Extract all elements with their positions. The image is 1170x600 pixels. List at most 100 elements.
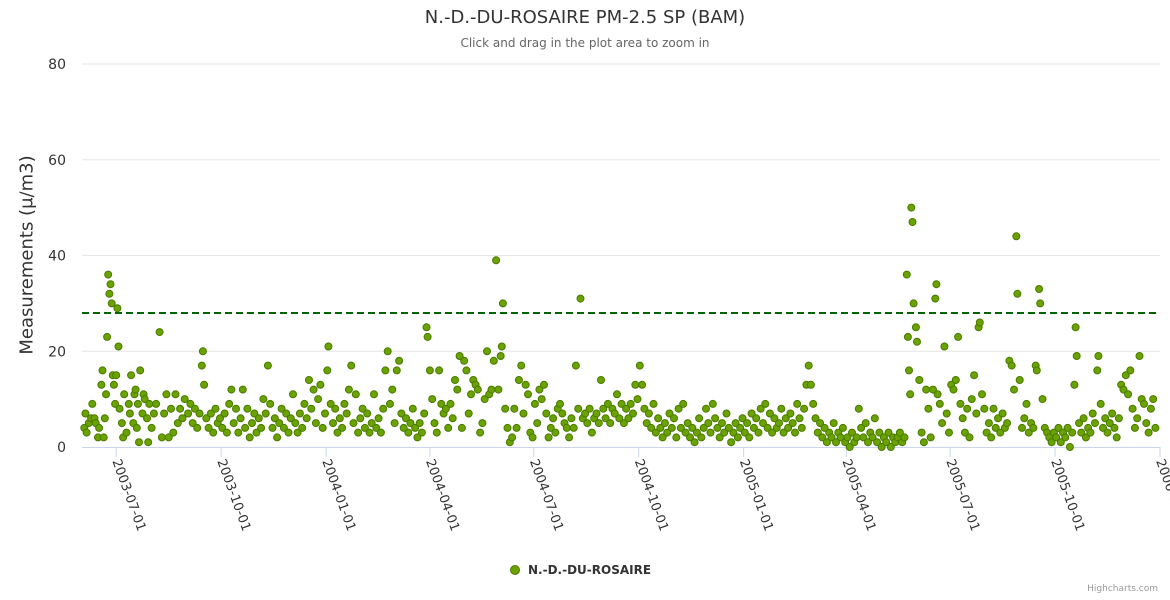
data-point[interactable] [169, 428, 178, 437]
data-point[interactable] [309, 385, 318, 394]
data-point[interactable] [388, 385, 397, 394]
data-point[interactable] [633, 395, 642, 404]
data-point[interactable] [818, 433, 827, 442]
data-point[interactable] [111, 399, 120, 408]
data-point[interactable] [1056, 438, 1065, 447]
data-point[interactable] [784, 423, 793, 432]
data-point[interactable] [113, 304, 122, 313]
data-point[interactable] [996, 428, 1005, 437]
data-point[interactable] [266, 399, 275, 408]
data-point[interactable] [268, 423, 277, 432]
data-point[interactable] [806, 380, 815, 389]
data-point[interactable] [951, 376, 960, 384]
data-point[interactable] [498, 299, 507, 308]
data-point[interactable] [895, 428, 904, 437]
data-point[interactable] [448, 414, 457, 423]
data-point[interactable] [933, 390, 942, 399]
data-point[interactable] [1135, 352, 1144, 360]
data-point[interactable] [293, 428, 302, 437]
data-point[interactable] [626, 399, 635, 408]
data-point[interactable] [295, 409, 304, 418]
data-point[interactable] [832, 438, 840, 447]
data-point[interactable] [131, 385, 140, 394]
data-points[interactable] [80, 203, 1160, 451]
data-point[interactable] [754, 428, 763, 437]
data-point[interactable] [537, 395, 546, 404]
data-point[interactable] [960, 428, 969, 437]
data-point[interactable] [542, 409, 551, 418]
data-point[interactable] [314, 395, 323, 404]
data-point[interactable] [220, 409, 229, 418]
data-point[interactable] [942, 409, 951, 418]
data-point[interactable] [670, 414, 678, 423]
data-point[interactable] [864, 438, 872, 447]
data-point[interactable] [775, 419, 783, 428]
data-point[interactable] [777, 404, 786, 413]
data-point[interactable] [259, 395, 268, 404]
data-point[interactable] [1108, 409, 1117, 418]
data-point[interactable] [115, 404, 124, 413]
data-point[interactable] [263, 361, 272, 370]
data-point[interactable] [331, 404, 340, 413]
data-point[interactable] [1126, 366, 1135, 375]
data-point[interactable] [82, 428, 91, 437]
data-point[interactable] [658, 433, 667, 442]
data-point[interactable] [763, 423, 772, 432]
data-point[interactable] [768, 428, 777, 437]
data-point[interactable] [938, 419, 947, 428]
data-point[interactable] [316, 380, 325, 389]
data-point[interactable] [370, 390, 378, 399]
data-point[interactable] [164, 433, 173, 442]
data-point[interactable] [800, 404, 809, 413]
data-point[interactable] [905, 366, 913, 375]
data-point[interactable] [718, 419, 726, 428]
data-point[interactable] [383, 347, 392, 356]
data-point[interactable] [699, 423, 708, 432]
data-point[interactable] [660, 419, 669, 428]
data-point[interactable] [935, 399, 944, 408]
data-point[interactable] [756, 404, 765, 413]
data-point[interactable] [549, 414, 558, 423]
data-point[interactable] [286, 414, 295, 423]
data-point[interactable] [120, 390, 129, 399]
data-point[interactable] [1091, 419, 1099, 428]
data-point[interactable] [467, 390, 475, 399]
data-point[interactable] [1068, 428, 1077, 437]
data-point[interactable] [367, 419, 376, 428]
data-point[interactable] [852, 433, 861, 442]
data-point[interactable] [193, 423, 202, 432]
data-point[interactable] [911, 323, 920, 332]
data-point[interactable] [1146, 404, 1155, 413]
data-point[interactable] [99, 433, 108, 442]
data-point[interactable] [496, 352, 505, 360]
data-point[interactable] [326, 399, 335, 408]
data-point[interactable] [656, 423, 665, 432]
data-point[interactable] [1121, 371, 1130, 380]
data-point[interactable] [919, 438, 928, 447]
data-point[interactable] [759, 419, 767, 428]
credits-link[interactable]: Highcharts.com [1087, 584, 1158, 594]
data-point[interactable] [521, 380, 530, 389]
data-point[interactable] [540, 380, 548, 389]
data-point[interactable] [1018, 423, 1026, 432]
data-point[interactable] [581, 409, 590, 418]
data-point[interactable] [455, 352, 464, 360]
data-point[interactable] [679, 399, 688, 408]
data-point[interactable] [647, 423, 656, 432]
data-point[interactable] [206, 409, 215, 418]
data-point[interactable] [692, 428, 701, 437]
data-point[interactable] [900, 433, 909, 442]
data-point[interactable] [631, 380, 640, 389]
data-point[interactable] [1071, 323, 1080, 332]
data-point[interactable] [1105, 419, 1114, 428]
data-point[interactable] [765, 409, 774, 418]
data-point[interactable] [1024, 428, 1033, 437]
data-point[interactable] [706, 428, 715, 437]
data-point[interactable] [917, 428, 926, 437]
data-point[interactable] [1081, 433, 1090, 442]
data-point[interactable] [417, 428, 426, 437]
data-point[interactable] [435, 366, 444, 375]
data-point[interactable] [727, 438, 736, 447]
data-point[interactable] [270, 414, 279, 423]
data-point[interactable] [695, 414, 704, 423]
